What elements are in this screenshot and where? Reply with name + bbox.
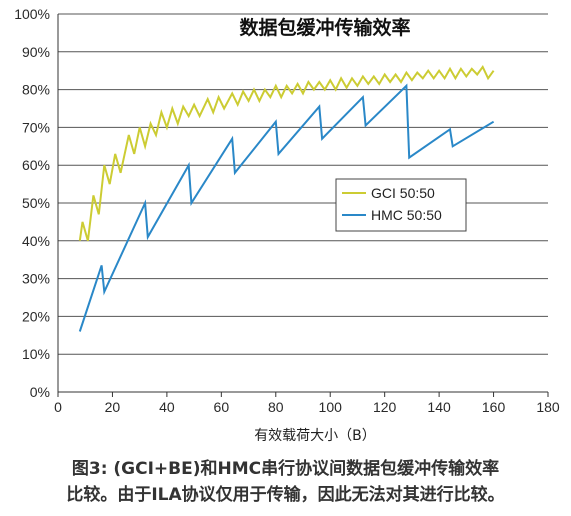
x-tick-label: 180 xyxy=(536,399,560,415)
x-tick-label: 100 xyxy=(319,399,343,415)
x-tick-label: 80 xyxy=(268,399,284,415)
y-tick-label: 0% xyxy=(30,384,50,400)
y-tick-label: 90% xyxy=(22,44,50,60)
y-tick-label: 10% xyxy=(22,346,50,362)
series-line-gci xyxy=(78,64,495,242)
y-tick-label: 50% xyxy=(22,195,50,211)
y-tick-label: 60% xyxy=(22,157,50,173)
y-tick-label: 80% xyxy=(22,82,50,98)
x-tick-label: 0 xyxy=(54,399,62,415)
y-tick-label: 70% xyxy=(22,119,50,135)
y-tick-label: 100% xyxy=(14,6,50,22)
legend-label-gci: GCI 50:50 xyxy=(371,185,435,201)
x-axis-label: 有效载荷大小（B） xyxy=(254,428,376,444)
y-tick-label: 40% xyxy=(22,233,50,249)
chart-title: 数据包缓冲传输效率 xyxy=(239,16,410,39)
legend-label-hmc: HMC 50:50 xyxy=(371,207,442,223)
caption-line-1: 图3: (GCI+BE)和HMC串行协议间数据包缓冲传输效率 xyxy=(71,459,500,479)
efficiency-chart: 0% 10% 20% 30% 40% 50% 60% 70% 80% 90% 100% 0 20 40 6… xyxy=(14,6,560,444)
figure-caption: 图3: (GCI+BE)和HMC串行协议间数据包缓冲传输效率 比较。由于ILA协… xyxy=(0,456,571,508)
grid-lines xyxy=(58,13,548,355)
x-tick-label: 140 xyxy=(427,399,451,415)
x-tick-label: 60 xyxy=(214,399,230,415)
y-tick-label: 30% xyxy=(22,271,50,287)
series-line-hmc xyxy=(78,83,495,332)
x-tick-label: 120 xyxy=(373,399,397,415)
x-tick-label: 40 xyxy=(159,399,175,415)
x-tick-label: 160 xyxy=(482,399,506,415)
y-tick-label: 20% xyxy=(22,308,50,324)
x-axis: 0 20 40 60 80 100 120 140 160 180 xyxy=(54,391,560,415)
y-axis: 0% 10% 20% 30% 40% 50% 60% 70% 80% 90% 100% xyxy=(14,6,59,400)
legend-box xyxy=(335,178,467,232)
legend: GCI 50:50 HMC 50:50 xyxy=(335,178,467,232)
x-tick-label: 20 xyxy=(105,399,121,415)
series-layer xyxy=(78,64,495,332)
caption-line-2: 比较。由于ILA协议仅用于传输，因此无法对其进行比较。 xyxy=(66,485,505,505)
